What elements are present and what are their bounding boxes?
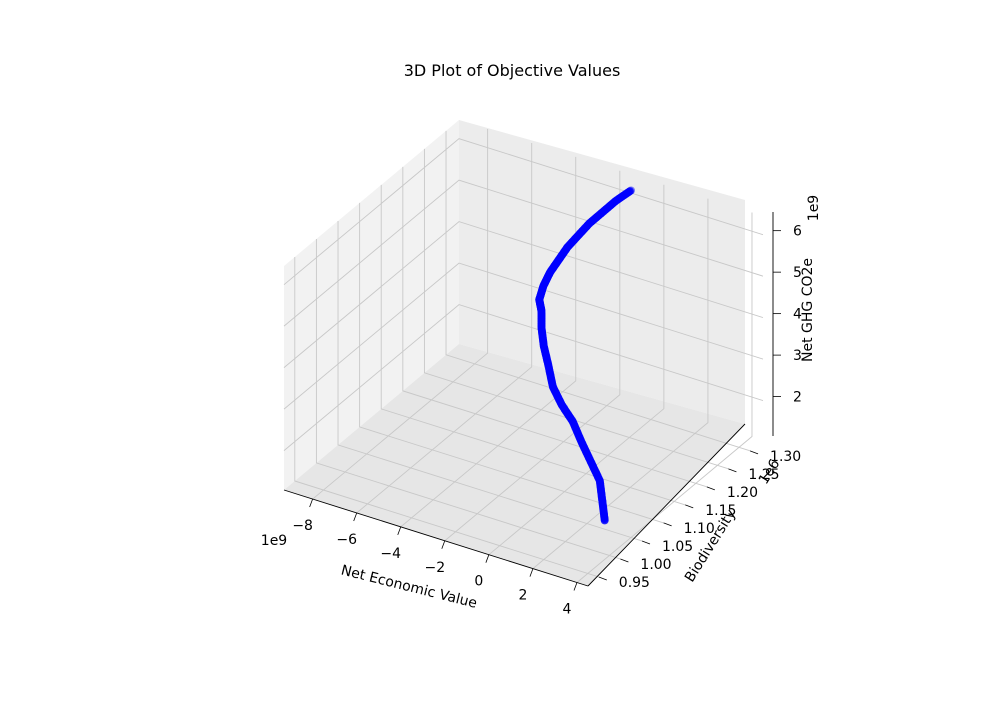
y-tick — [685, 504, 694, 509]
x-tick — [529, 568, 534, 577]
z-tick-label: 5 — [793, 265, 802, 281]
axis-lines — [283, 212, 774, 587]
y-tick — [728, 468, 737, 473]
x-grid-line — [444, 170, 621, 542]
y-tick — [663, 522, 672, 527]
z-axis-label: Net GHG CO2e — [800, 258, 816, 362]
x-tick — [397, 526, 402, 536]
y-grid-line — [315, 238, 621, 560]
y-grid-line — [380, 184, 686, 506]
x-tick — [309, 498, 314, 508]
y-tick-label: 1.10 — [684, 521, 715, 537]
grid-lines — [283, 129, 764, 583]
x-tick-label: −8 — [292, 518, 313, 534]
left-pane — [284, 120, 459, 490]
y-tick-label: 1.20 — [727, 485, 758, 501]
x-tick-label: 4 — [563, 602, 572, 618]
y-tick-label: 1.00 — [640, 557, 671, 573]
data-points — [535, 186, 635, 525]
tick-marks — [309, 230, 781, 591]
x-tick — [485, 554, 490, 563]
y-axis-line — [587, 423, 746, 587]
z-tick-label: 6 — [793, 224, 802, 240]
z-tick-label: 4 — [793, 307, 802, 323]
x-tick — [573, 582, 578, 591]
y-tick-label: 1.15 — [705, 503, 736, 519]
x-grid-line — [356, 142, 533, 514]
y-tick-label: 1.05 — [662, 539, 693, 555]
x-tick-label: 2 — [518, 588, 527, 604]
x-tick-label: −2 — [424, 560, 445, 576]
floor-pane — [284, 344, 745, 586]
x-grid-line — [576, 212, 753, 583]
back-pane — [459, 120, 745, 424]
y-grid-line — [402, 166, 707, 488]
z-grid-line — [283, 304, 764, 451]
y-grid-line — [423, 148, 729, 470]
y-tick-label: 1.30 — [770, 449, 801, 465]
x-grid-line — [400, 156, 577, 528]
x-tick — [353, 512, 358, 522]
x-grid-line — [488, 184, 665, 556]
y-grid-line — [337, 220, 643, 542]
x-tick — [441, 540, 446, 549]
z-grid-line — [283, 221, 764, 368]
x-axis-line — [283, 489, 589, 587]
x-tick-label: −4 — [380, 546, 401, 562]
z-tick-label: 3 — [793, 348, 802, 364]
y-tick — [620, 558, 629, 563]
y-grid-line — [359, 202, 664, 524]
x-offset-text: 1e9 — [261, 533, 287, 549]
y-tick — [749, 450, 759, 455]
z-grid-line — [283, 138, 764, 286]
y-tick-label: 1.25 — [748, 467, 779, 483]
y-tick — [641, 540, 651, 545]
y-tick — [598, 576, 607, 581]
y-tick — [706, 486, 715, 491]
x-tick-label: 0 — [474, 574, 483, 590]
z-offset-text: 1e9 — [806, 195, 822, 221]
x-grid-line — [532, 198, 709, 569]
y-grid-line — [445, 130, 751, 452]
z-tick-label: 2 — [793, 390, 802, 406]
chart-title: 3D Plot of Objective Values — [404, 61, 621, 80]
axes-panes — [284, 120, 745, 586]
z-grid-line — [283, 179, 764, 327]
x-axis-label: Net Economic Value — [339, 562, 478, 611]
x-grid-line — [312, 129, 489, 500]
y-tick-label: 0.95 — [619, 575, 650, 591]
z-grid-line — [283, 262, 764, 410]
y-grid-line — [294, 256, 599, 578]
data-point — [627, 186, 635, 195]
x-tick-label: −6 — [336, 532, 357, 548]
tick-labels: −8 −6 −4 −2 0 2 4 0.95 1.00 1.05 1.10 1.15 1.20 1.25 1… — [292, 224, 802, 618]
